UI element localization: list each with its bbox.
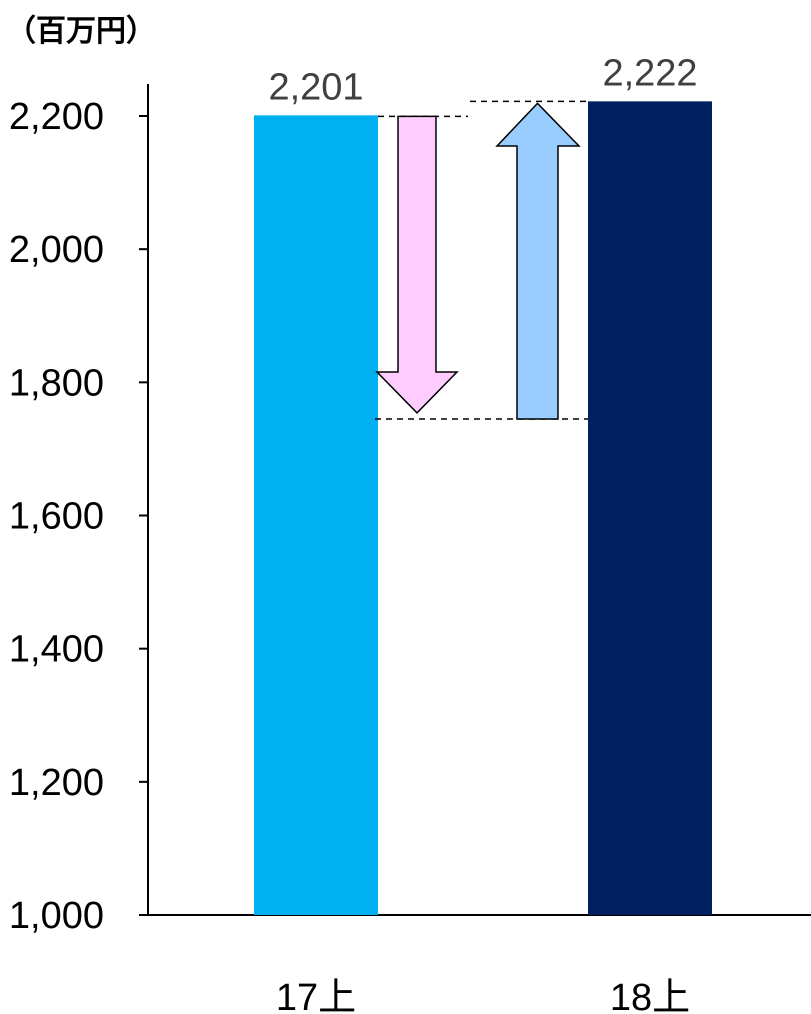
- chart-axes: 1,000 1,200 1,400 1,600 1,800 2,000 2,200: [9, 84, 811, 937]
- bar-1: [254, 115, 378, 915]
- y-tick-label: 1,400: [9, 629, 104, 671]
- bar-2: [588, 101, 712, 915]
- chart-bars: [254, 101, 712, 915]
- up-arrow: [495, 102, 581, 420]
- y-tick-label: 1,200: [9, 762, 104, 804]
- unit-label: （百万円）: [6, 14, 156, 49]
- value-label-1: 2,201: [268, 66, 363, 108]
- category-label-1: 17上: [276, 977, 356, 1014]
- y-tick-label: 2,200: [9, 96, 104, 138]
- y-tick-label: 1,600: [9, 496, 104, 538]
- y-tick-label: 2,000: [9, 229, 104, 271]
- chart-labels: 2,201 17上 2,222 18上: [268, 52, 697, 1014]
- down-arrow: [375, 115, 459, 415]
- y-tick-label: 1,800: [9, 362, 104, 404]
- bridge-arrows: [375, 100, 588, 420]
- y-tick-label: 1,000: [9, 895, 104, 937]
- category-label-2: 18上: [610, 977, 690, 1014]
- value-label-2: 2,222: [602, 52, 697, 94]
